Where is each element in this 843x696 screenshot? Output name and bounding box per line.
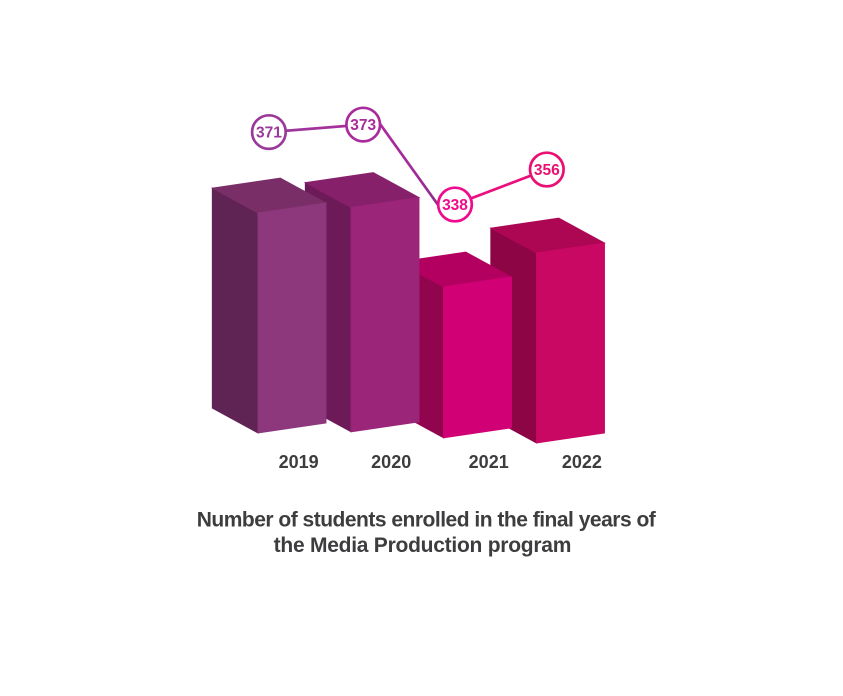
svg-text:338: 338 <box>442 197 468 214</box>
svg-text:371: 371 <box>256 125 282 142</box>
svg-text:373: 373 <box>350 117 376 134</box>
svg-text:2020: 2020 <box>371 452 411 472</box>
svg-text:2021: 2021 <box>469 452 509 472</box>
svg-text:2022: 2022 <box>562 452 602 472</box>
svg-text:356: 356 <box>534 162 560 179</box>
svg-text:Number of students enrolled in: Number of students enrolled in the final… <box>197 509 657 532</box>
svg-text:the Media Production program: the Media Production program <box>274 534 572 557</box>
svg-text:2019: 2019 <box>279 452 319 472</box>
